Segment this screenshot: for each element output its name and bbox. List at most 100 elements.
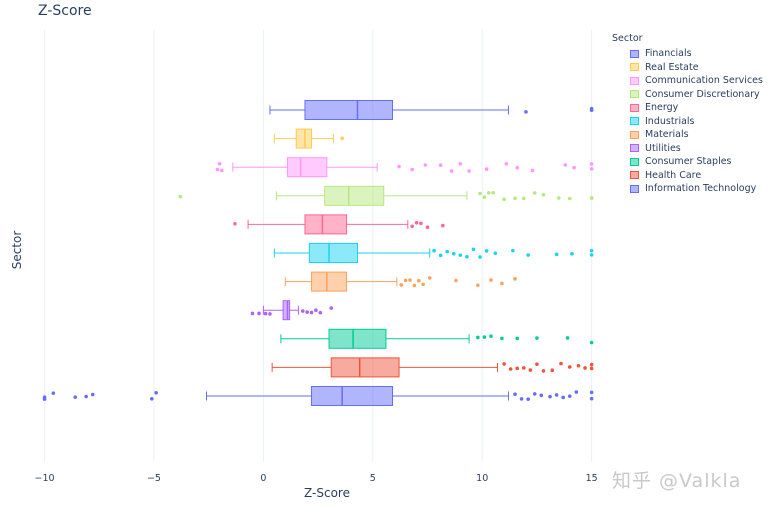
outlier-point bbox=[403, 278, 408, 283]
iqr-box bbox=[304, 100, 393, 120]
outlier-point bbox=[563, 163, 568, 167]
outlier-point bbox=[427, 276, 432, 280]
legend-swatch bbox=[630, 144, 639, 153]
legend-item[interactable]: Consumer Staples bbox=[612, 155, 763, 169]
legend-item[interactable]: Materials bbox=[612, 128, 763, 142]
outlier-point bbox=[570, 251, 574, 256]
outlier-point bbox=[500, 336, 504, 341]
outlier-point bbox=[554, 393, 559, 397]
outlier-point bbox=[478, 191, 482, 196]
outlier-point bbox=[215, 167, 220, 172]
outlier-point bbox=[557, 196, 561, 200]
legend-swatch bbox=[630, 157, 639, 166]
outlier-point bbox=[589, 253, 594, 257]
legend-item[interactable]: Consumer Discretionary bbox=[612, 88, 763, 102]
outlier-point bbox=[454, 278, 458, 283]
outlier-point bbox=[482, 335, 487, 339]
outlier-point bbox=[233, 221, 237, 226]
outlier-point bbox=[51, 391, 56, 395]
legend-label: Utilities bbox=[645, 142, 681, 154]
legend-item[interactable]: Financials bbox=[612, 47, 763, 61]
outlier-point bbox=[589, 340, 594, 345]
outlier-point bbox=[559, 361, 563, 366]
box-energy bbox=[233, 214, 445, 235]
iqr-box bbox=[311, 271, 348, 292]
legend-label: Industrials bbox=[645, 115, 695, 127]
outlier-point bbox=[467, 169, 471, 173]
legend-item[interactable]: Real Estate bbox=[612, 61, 763, 75]
x-tick-label: 0 bbox=[260, 473, 266, 484]
outlier-point bbox=[423, 163, 428, 167]
legend-swatch bbox=[630, 171, 639, 180]
iqr-box bbox=[286, 157, 328, 178]
y-axis-label: Sector bbox=[10, 231, 24, 270]
outlier-point bbox=[416, 278, 421, 283]
legend-item[interactable]: Industrials bbox=[612, 115, 763, 129]
box-consumer-discretionary bbox=[178, 185, 594, 206]
outlier-point bbox=[513, 196, 517, 201]
outlier-point bbox=[589, 162, 594, 166]
outlier-point bbox=[486, 190, 491, 195]
x-tick-label: 10 bbox=[476, 473, 488, 484]
outlier-point bbox=[576, 363, 581, 368]
outlier-point bbox=[432, 248, 436, 253]
legend-item[interactable]: Health Care bbox=[612, 169, 763, 183]
outlier-point bbox=[257, 311, 261, 316]
iqr-box bbox=[330, 357, 400, 378]
iqr-box bbox=[282, 300, 291, 321]
outlier-point bbox=[465, 254, 469, 259]
box-communication-services bbox=[215, 157, 594, 178]
box-utilities bbox=[250, 300, 334, 321]
legend-label: Communication Services bbox=[645, 75, 763, 87]
outlier-point bbox=[493, 251, 498, 256]
outlier-point bbox=[438, 253, 443, 258]
legend-item[interactable]: Energy bbox=[612, 101, 763, 115]
legend: Sector Financials Real Estate Communicatio… bbox=[612, 33, 763, 196]
outlier-point bbox=[458, 161, 463, 166]
outlier-point bbox=[408, 278, 412, 282]
outlier-point bbox=[220, 168, 224, 173]
outlier-point bbox=[489, 334, 493, 338]
outlier-point bbox=[154, 390, 158, 395]
box-financials bbox=[269, 100, 594, 120]
legend-item[interactable]: Communication Services bbox=[612, 74, 763, 88]
legend-label: Health Care bbox=[645, 169, 702, 181]
iqr-box bbox=[295, 128, 313, 149]
outlier-point bbox=[513, 392, 517, 397]
outlier-point bbox=[410, 224, 414, 229]
outlier-point bbox=[541, 369, 546, 373]
outlier-point bbox=[511, 248, 515, 253]
outlier-point bbox=[441, 223, 445, 228]
legend-label: Consumer Staples bbox=[645, 156, 732, 168]
legend-label: Information Technology bbox=[645, 183, 757, 195]
outlier-point bbox=[565, 336, 570, 340]
outlier-point bbox=[84, 394, 88, 399]
legend-label: Energy bbox=[645, 102, 679, 114]
outlier-point bbox=[567, 365, 572, 369]
outlier-point bbox=[421, 282, 425, 287]
outlier-point bbox=[268, 312, 272, 316]
outlier-point bbox=[399, 283, 404, 287]
x-axis-ticks: −10 −5 0 5 10 15 bbox=[35, 473, 598, 484]
outlier-point bbox=[309, 310, 314, 315]
legend-item[interactable]: Utilities bbox=[612, 142, 763, 156]
outlier-point bbox=[519, 397, 524, 401]
iqr-box bbox=[324, 185, 385, 206]
outlier-point bbox=[532, 191, 537, 195]
outlier-point bbox=[539, 393, 544, 398]
legend-item[interactable]: Information Technology bbox=[612, 182, 763, 196]
outlier-point bbox=[263, 311, 268, 316]
outlier-point bbox=[340, 136, 344, 141]
iqr-box bbox=[328, 328, 387, 349]
outlier-point bbox=[489, 278, 493, 282]
outlier-point bbox=[589, 396, 594, 401]
outlier-point bbox=[526, 253, 530, 257]
x-axis-label: Z-Score bbox=[304, 486, 350, 500]
outlier-point bbox=[502, 362, 506, 366]
outlier-point bbox=[572, 165, 576, 170]
outlier-point bbox=[535, 336, 539, 340]
outlier-point bbox=[412, 283, 417, 288]
outlier-point bbox=[500, 281, 504, 286]
outlier-point bbox=[73, 395, 77, 399]
